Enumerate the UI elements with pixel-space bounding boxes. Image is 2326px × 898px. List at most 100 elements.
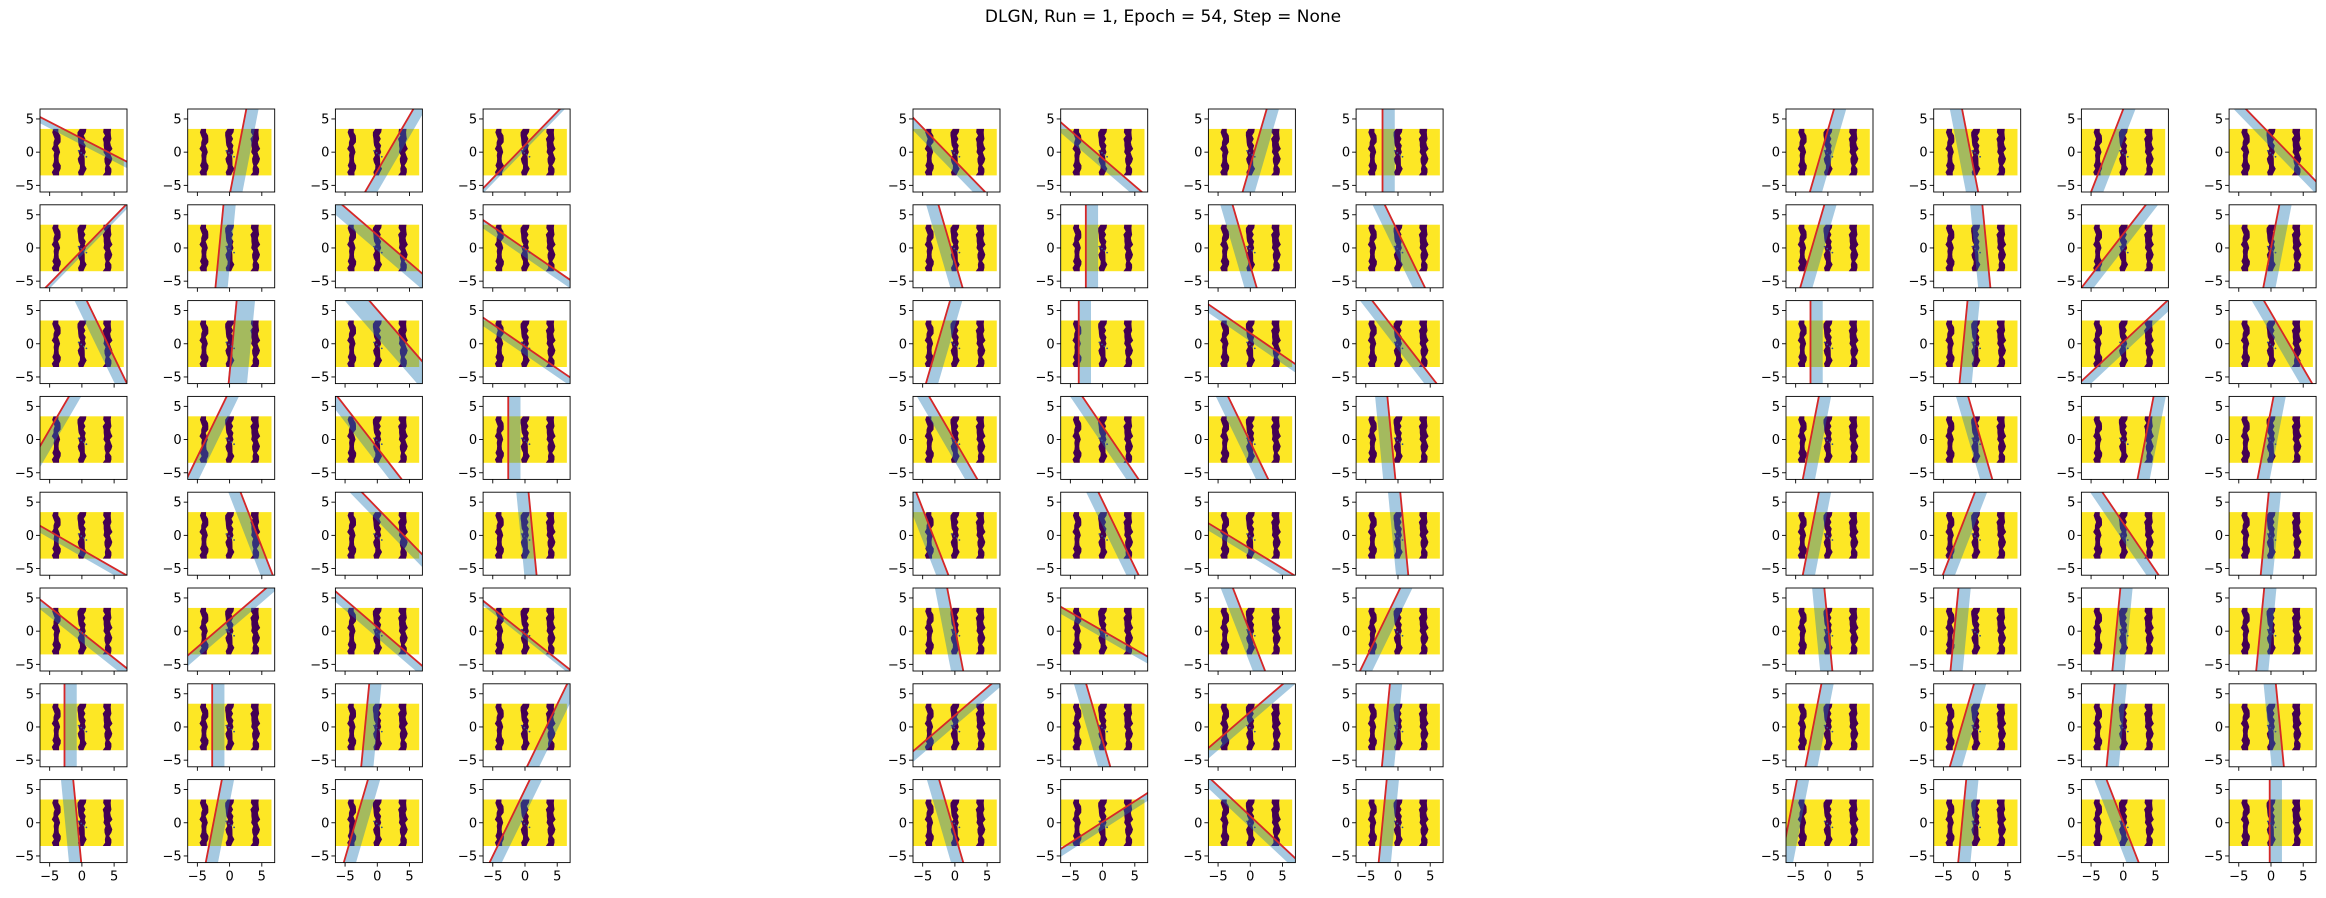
class-0-band xyxy=(1098,128,1108,176)
data-point xyxy=(523,535,526,537)
data-point xyxy=(2119,820,2121,823)
class-0-band xyxy=(398,416,408,463)
subplot: −5 0 5 −5 0 5 xyxy=(163,779,276,885)
y-tick-label: 0 xyxy=(899,529,907,544)
gate-line xyxy=(2090,109,2125,192)
y-tick-label: −5 xyxy=(888,466,907,481)
y-tick-label: −5 xyxy=(1183,754,1202,769)
data-point xyxy=(2126,539,2129,541)
y-tick-label: −5 xyxy=(1036,849,1055,864)
y-tick-label: −5 xyxy=(888,370,907,385)
data-point xyxy=(950,149,953,152)
data-point xyxy=(228,822,230,825)
data-point xyxy=(2269,726,2272,729)
class-0-band xyxy=(225,512,235,559)
gate-line xyxy=(1967,396,1994,480)
data-point xyxy=(2121,439,2124,442)
y-tick-label: 5 xyxy=(1342,400,1350,415)
y-tick-label: 5 xyxy=(1342,687,1350,702)
y-tick-label: 0 xyxy=(2215,241,2223,256)
y-tick-label: −5 xyxy=(310,370,329,385)
class-0-band xyxy=(2266,320,2276,367)
active-region xyxy=(2136,396,2166,480)
data-point xyxy=(233,730,236,733)
class-0-band xyxy=(51,799,61,846)
data-point xyxy=(233,443,236,446)
subplot: −5 0 5 xyxy=(1036,395,1149,484)
axes-frame xyxy=(2080,779,2169,864)
y-tick-label: 0 xyxy=(1342,529,1350,544)
y-tick-label: 5 xyxy=(1046,112,1054,127)
y-tick-label: 0 xyxy=(1919,816,1927,831)
axes-frame xyxy=(1933,395,2022,480)
axes-frame xyxy=(1933,204,2022,289)
data-point xyxy=(1971,341,1974,344)
data-point xyxy=(77,724,80,727)
data-point xyxy=(1974,439,1976,442)
data-point xyxy=(1971,628,1974,631)
y-tick-label: 5 xyxy=(1194,112,1202,127)
data-point xyxy=(528,347,531,350)
data-point xyxy=(1101,726,1103,729)
class-0-band xyxy=(102,799,113,846)
active-region xyxy=(228,492,274,576)
class-0-band xyxy=(250,607,261,655)
data-point xyxy=(1101,343,1103,346)
y-tick-label: 0 xyxy=(1194,529,1202,544)
y-tick-label: 0 xyxy=(1046,433,1054,448)
x-tick-label: 5 xyxy=(110,870,118,885)
y-tick-label: 5 xyxy=(1772,304,1780,319)
active-region xyxy=(1220,204,1258,288)
data-point xyxy=(1828,824,1831,827)
y-tick-label: 5 xyxy=(2215,208,2223,223)
data-point xyxy=(233,347,236,350)
y-tick-label: −5 xyxy=(310,179,329,194)
y-tick-label: 0 xyxy=(899,241,907,256)
active-region xyxy=(1802,396,1832,480)
class-0-band xyxy=(1245,128,1256,176)
gate-line xyxy=(187,396,228,479)
y-tick-label: 5 xyxy=(469,687,477,702)
class-0-band xyxy=(2240,320,2250,367)
data-point xyxy=(85,155,88,158)
data-point xyxy=(523,630,526,633)
data-point xyxy=(85,539,88,541)
axes-frame xyxy=(1785,204,1874,289)
axes-frame xyxy=(39,395,128,480)
axes-frame xyxy=(482,108,571,193)
axes-frame xyxy=(1207,779,1296,864)
y-tick-label: −5 xyxy=(1036,275,1055,290)
data-point xyxy=(955,728,958,731)
data-point xyxy=(80,726,83,729)
y-tick-label: 0 xyxy=(469,433,477,448)
y-tick-label: 0 xyxy=(1772,720,1780,735)
y-tick-label: −5 xyxy=(1909,275,1928,290)
class-0-band xyxy=(372,512,383,559)
class-0-band xyxy=(545,799,556,846)
active-region xyxy=(2262,204,2292,288)
y-tick-label: 5 xyxy=(26,687,34,702)
class-0-band xyxy=(1848,320,1859,367)
class-0-band xyxy=(1245,703,1256,751)
y-tick-label: −5 xyxy=(1331,849,1350,864)
active-region xyxy=(2255,588,2277,671)
subplot: −5 0 5 xyxy=(888,683,1001,771)
y-tick-label: 0 xyxy=(1919,720,1927,735)
data-point xyxy=(2126,443,2129,446)
data-point xyxy=(1393,820,1396,823)
active-region xyxy=(926,779,964,863)
y-tick-label: 0 xyxy=(1194,720,1202,735)
y-tick-label: 5 xyxy=(469,783,477,798)
y-tick-label: 5 xyxy=(469,208,477,223)
active-region xyxy=(1949,683,1987,767)
y-tick-label: 0 xyxy=(173,337,181,352)
data-point xyxy=(1979,539,1981,541)
y-tick-label: 0 xyxy=(2067,816,2075,831)
data-point xyxy=(1106,826,1108,829)
x-tick-label: 0 xyxy=(78,870,86,885)
subplot: −5 0 5 xyxy=(310,108,423,196)
data-point xyxy=(1106,634,1108,637)
active-region xyxy=(2233,109,2317,192)
active-region xyxy=(2256,396,2286,480)
gate-line xyxy=(2081,204,2147,288)
